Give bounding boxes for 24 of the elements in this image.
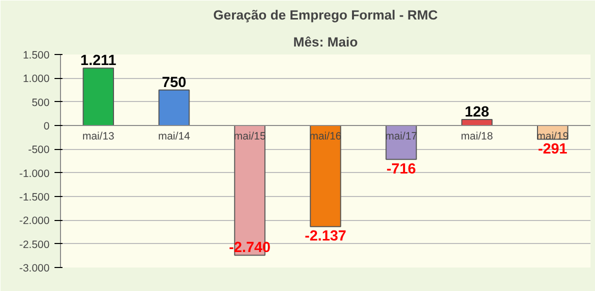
data-label: -2.137 (304, 228, 346, 245)
bar (158, 90, 190, 126)
x-tick-label: mai/18 (460, 130, 493, 142)
chart-title: Geração de Emprego Formal - RMC (213, 8, 438, 22)
chart-subtitle: Mês: Maio (293, 34, 358, 50)
data-label: 128 (464, 104, 490, 120)
y-tick-label: 500 (32, 96, 50, 109)
data-label: -291 (538, 141, 568, 158)
bar (310, 125, 342, 228)
data-label: 1.211 (80, 53, 116, 70)
y-tick-label: -3.000 (19, 262, 50, 274)
y-tick-label: -1.000 (19, 168, 50, 180)
y-tick-label: -2.500 (19, 238, 50, 251)
y-tick-label: 0 (44, 120, 50, 132)
x-tick-label: mai/14 (158, 130, 190, 142)
y-tick-label: -2.000 (19, 215, 50, 228)
y-tick-label: 1.000 (22, 73, 50, 86)
data-label: -716 (386, 161, 416, 178)
bar (82, 68, 114, 126)
data-label: 750 (162, 75, 186, 91)
y-tick-label: -1.500 (19, 192, 50, 204)
x-tick-label: mai/13 (82, 130, 114, 142)
y-tick-label: -500 (28, 144, 50, 156)
y-tick-label: 1.500 (22, 50, 50, 62)
